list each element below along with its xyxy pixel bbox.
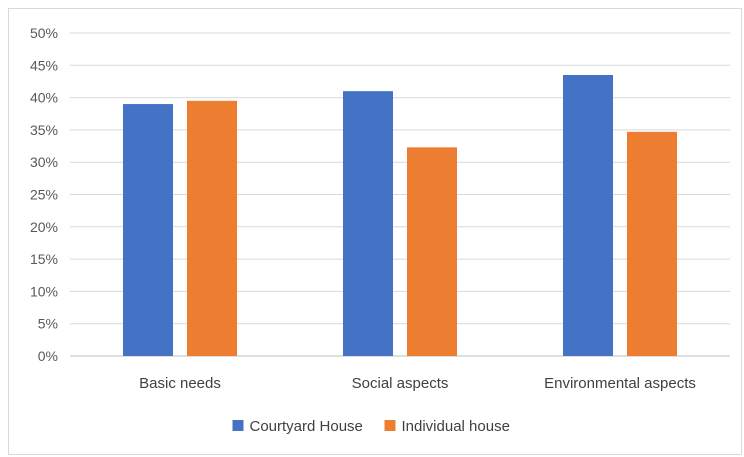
y-tick-label: 40% [30, 90, 58, 106]
bar-courtyard-house-basic-needs [123, 104, 173, 356]
bar-individual-house-social-aspects [407, 147, 457, 356]
bar-individual-house-basic-needs [187, 100, 237, 356]
y-tick-label: 20% [30, 219, 58, 235]
legend-label: Individual house [402, 418, 510, 435]
legend-swatch-individual-house [384, 420, 396, 431]
bar-courtyard-house-environmental-aspects [563, 74, 613, 357]
bars [123, 74, 677, 357]
bar-individual-house-environmental-aspects [627, 131, 677, 356]
x-category-label: Basic needs [139, 375, 221, 392]
x-category-label: Social aspects [352, 375, 449, 392]
legend: Courtyard House Individual house [232, 418, 510, 435]
y-tick-label: 45% [30, 57, 58, 73]
y-tick-label: 35% [30, 122, 58, 138]
y-tick-label: 10% [30, 283, 58, 299]
y-tick-label: 15% [30, 251, 58, 267]
legend-swatch-courtyard-house [232, 420, 244, 431]
legend-label: Courtyard House [250, 418, 363, 435]
bar-courtyard-house-social-aspects [343, 91, 393, 356]
y-tick-label: 0% [38, 348, 58, 364]
x-axis-category-labels: Basic needs Social aspects Environmental a… [139, 375, 696, 392]
y-tick-label: 5% [38, 316, 58, 332]
gridlines [70, 32, 730, 357]
y-tick-label: 25% [30, 187, 58, 203]
x-category-label: Environmental aspects [544, 375, 696, 392]
y-tick-label: 30% [30, 154, 58, 170]
y-axis-tick-labels: 0% 5% 10% 15% 20% 25% 30% 35% 40% 45% 50% [30, 25, 58, 364]
y-tick-label: 50% [30, 25, 58, 41]
